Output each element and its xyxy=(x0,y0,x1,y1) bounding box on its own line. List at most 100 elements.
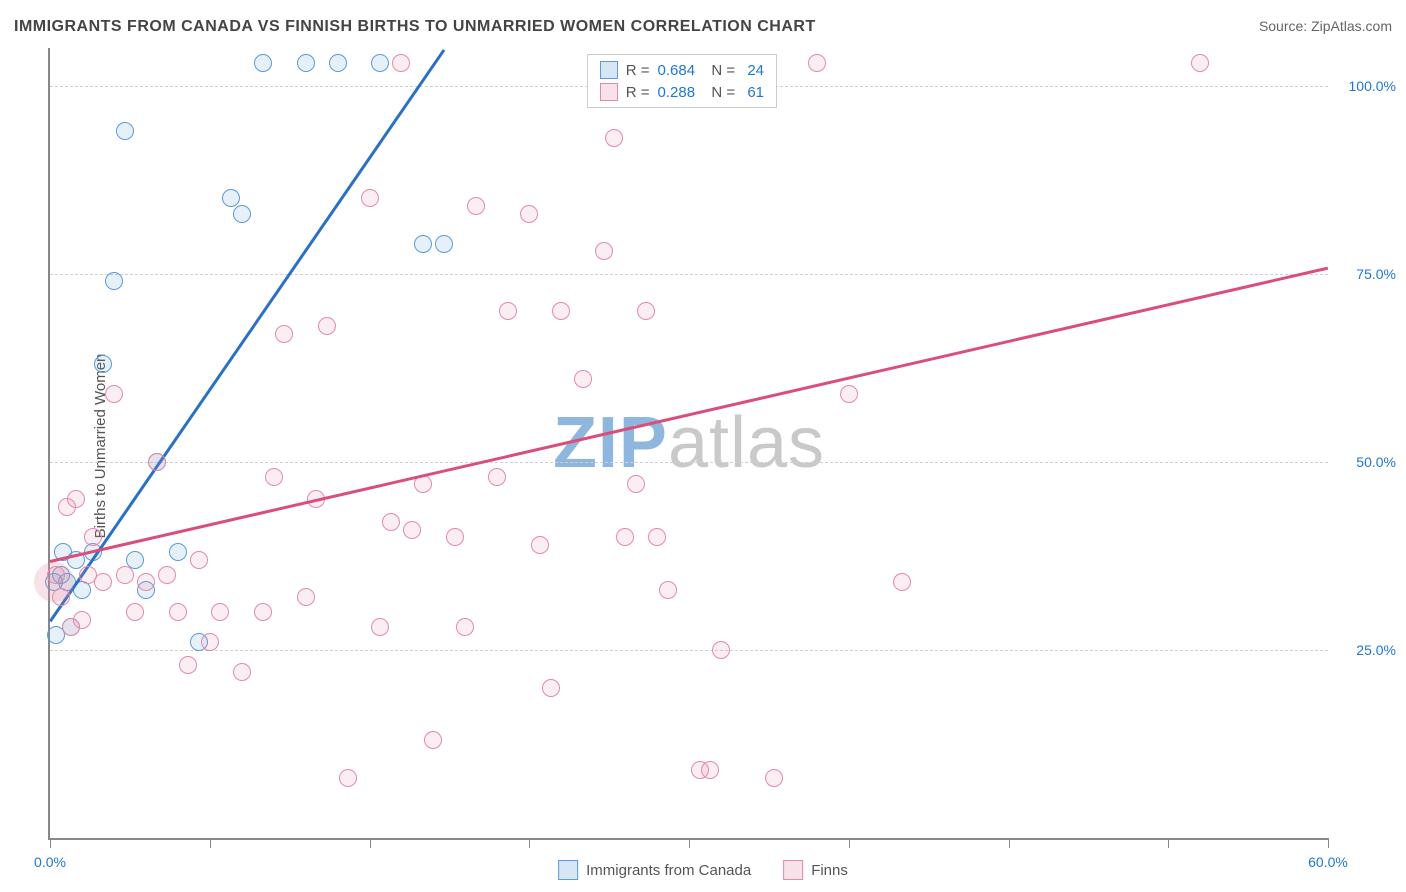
scatter-point xyxy=(456,618,474,636)
scatter-point xyxy=(190,551,208,569)
gridline-h xyxy=(50,274,1328,275)
scatter-point xyxy=(520,205,538,223)
x-tick-label: 60.0% xyxy=(1308,854,1348,870)
scatter-point xyxy=(233,205,251,223)
y-tick-label: 75.0% xyxy=(1356,266,1396,282)
stats-box: R = 0.684 N = 24R = 0.288 N = 61 xyxy=(587,54,777,108)
scatter-point xyxy=(329,54,347,72)
scatter-point xyxy=(701,761,719,779)
source-label: Source: ZipAtlas.com xyxy=(1259,18,1392,34)
scatter-point xyxy=(531,536,549,554)
scatter-point xyxy=(73,611,91,629)
x-tick xyxy=(1328,838,1329,848)
x-tick xyxy=(849,838,850,848)
scatter-point xyxy=(254,603,272,621)
x-tick xyxy=(529,838,530,848)
x-tick-label: 0.0% xyxy=(34,854,66,870)
legend-label: Immigrants from Canada xyxy=(586,862,751,879)
scatter-point xyxy=(169,543,187,561)
stats-row: R = 0.684 N = 24 xyxy=(600,59,764,81)
legend-item: Immigrants from Canada xyxy=(558,860,751,880)
scatter-point xyxy=(1191,54,1209,72)
scatter-point xyxy=(616,528,634,546)
scatter-point xyxy=(361,189,379,207)
scatter-point xyxy=(446,528,464,546)
bottom-legend: Immigrants from Canada Finns xyxy=(558,860,848,880)
scatter-point xyxy=(382,513,400,531)
stats-n-label: N = xyxy=(703,84,735,101)
scatter-point xyxy=(318,317,336,335)
scatter-point xyxy=(179,656,197,674)
scatter-point xyxy=(467,197,485,215)
x-tick xyxy=(1168,838,1169,848)
legend-swatch xyxy=(783,860,803,880)
stats-r-label: R = xyxy=(626,62,650,79)
scatter-point xyxy=(169,603,187,621)
scatter-point xyxy=(47,566,65,584)
scatter-point xyxy=(808,54,826,72)
scatter-point xyxy=(211,603,229,621)
scatter-point xyxy=(542,679,560,697)
plot-area: ZIPatlas 25.0%50.0%75.0%100.0%0.0%60.0%R… xyxy=(48,48,1328,840)
scatter-point xyxy=(137,573,155,591)
scatter-point xyxy=(116,566,134,584)
scatter-point xyxy=(339,769,357,787)
scatter-point xyxy=(201,633,219,651)
trend-line xyxy=(49,49,445,622)
legend-item: Finns xyxy=(783,860,848,880)
scatter-point xyxy=(371,618,389,636)
stats-n-value: 24 xyxy=(743,62,764,79)
scatter-point xyxy=(435,235,453,253)
trend-line xyxy=(50,266,1329,562)
scatter-point xyxy=(840,385,858,403)
scatter-point xyxy=(105,272,123,290)
scatter-point xyxy=(392,54,410,72)
scatter-point xyxy=(765,769,783,787)
scatter-point xyxy=(552,302,570,320)
stats-n-label: N = xyxy=(703,62,735,79)
scatter-point xyxy=(499,302,517,320)
scatter-point xyxy=(893,573,911,591)
gridline-h xyxy=(50,462,1328,463)
scatter-point xyxy=(712,641,730,659)
stats-r-value: 0.684 xyxy=(658,62,696,79)
scatter-point xyxy=(67,490,85,508)
scatter-point xyxy=(297,588,315,606)
scatter-point xyxy=(84,528,102,546)
scatter-point xyxy=(52,588,70,606)
scatter-point xyxy=(424,731,442,749)
scatter-point xyxy=(148,453,166,471)
stats-swatch xyxy=(600,83,618,101)
scatter-point xyxy=(488,468,506,486)
scatter-point xyxy=(265,468,283,486)
x-tick xyxy=(1009,838,1010,848)
scatter-point xyxy=(648,528,666,546)
legend-swatch xyxy=(558,860,578,880)
scatter-point xyxy=(275,325,293,343)
scatter-point xyxy=(371,54,389,72)
x-tick xyxy=(370,838,371,848)
scatter-point xyxy=(574,370,592,388)
stats-r-value: 0.288 xyxy=(658,84,696,101)
y-tick-label: 25.0% xyxy=(1356,642,1396,658)
y-tick-label: 100.0% xyxy=(1349,78,1396,94)
scatter-point xyxy=(158,566,176,584)
scatter-point xyxy=(94,573,112,591)
scatter-point xyxy=(233,663,251,681)
scatter-point xyxy=(627,475,645,493)
scatter-point xyxy=(105,385,123,403)
gridline-h xyxy=(50,650,1328,651)
scatter-point xyxy=(605,129,623,147)
chart-title: IMMIGRANTS FROM CANADA VS FINNISH BIRTHS… xyxy=(14,18,816,36)
stats-n-value: 61 xyxy=(743,84,764,101)
scatter-point xyxy=(126,603,144,621)
scatter-point xyxy=(637,302,655,320)
scatter-point xyxy=(254,54,272,72)
scatter-point xyxy=(403,521,421,539)
stats-row: R = 0.288 N = 61 xyxy=(600,81,764,103)
x-tick xyxy=(50,838,51,848)
x-tick xyxy=(210,838,211,848)
stats-swatch xyxy=(600,61,618,79)
scatter-point xyxy=(94,355,112,373)
chart-header: IMMIGRANTS FROM CANADA VS FINNISH BIRTHS… xyxy=(14,18,1392,36)
